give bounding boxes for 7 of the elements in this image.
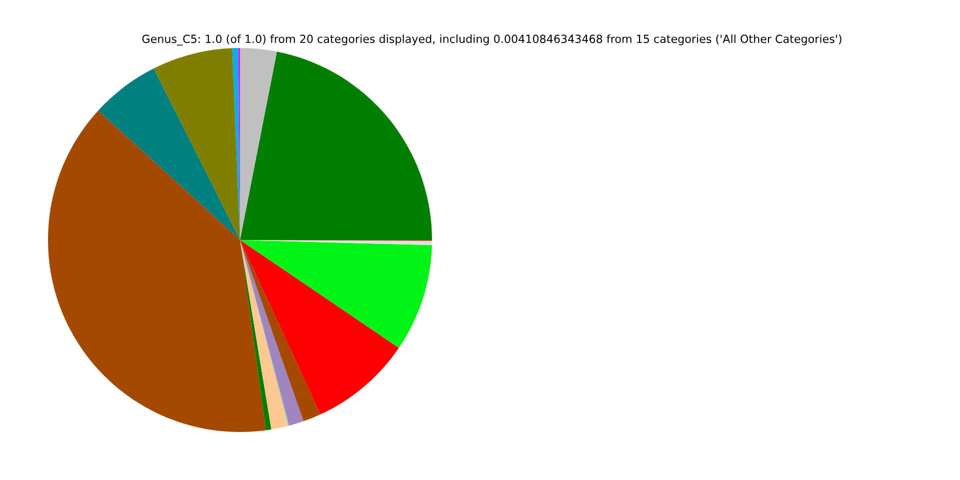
pie-slice bbox=[154, 48, 240, 240]
pie-slice bbox=[240, 240, 432, 348]
pie-slice bbox=[240, 240, 304, 426]
pie-slice bbox=[98, 68, 240, 240]
pie-slice bbox=[240, 240, 399, 414]
text: Genus_C5: 1.0 (of 1.0) from 20 categories displayed, including 0.00410846343468 from 15 categories ('All Other Categories') bbox=[142, 34, 842, 46]
pie-slice bbox=[240, 48, 277, 240]
